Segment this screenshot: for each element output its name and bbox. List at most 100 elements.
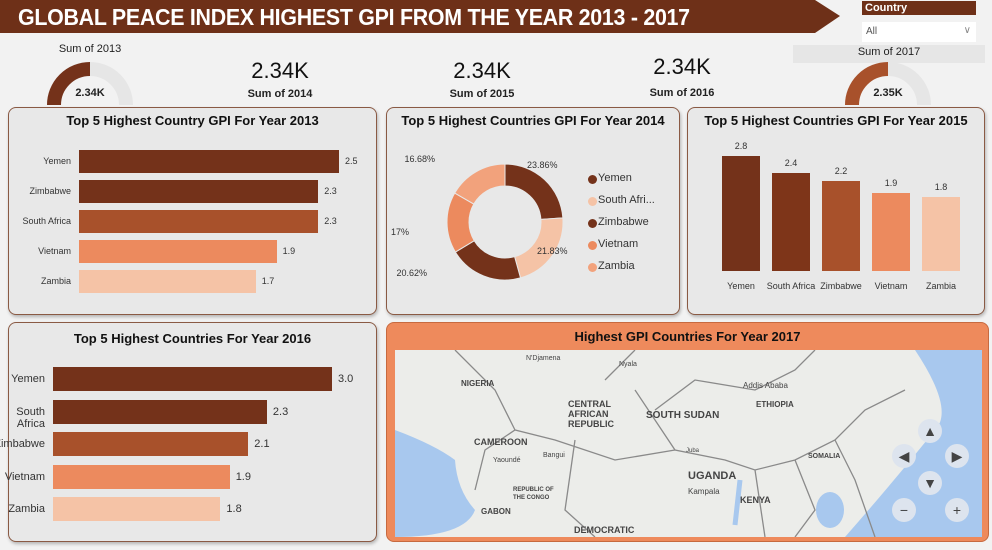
map-label: KENYA — [740, 495, 771, 505]
kpi-2017-header — [793, 45, 985, 63]
data-label: 2.4 — [784, 157, 798, 168]
category-label: Yemen — [43, 155, 71, 166]
header-banner: GLOBAL PEACE INDEX HIGHEST GPI FROM THE … — [0, 0, 840, 33]
legend-marker — [588, 175, 597, 184]
bar-zambia — [79, 270, 256, 293]
data-label: 1.9 — [282, 245, 296, 256]
bar-vietnam — [53, 464, 230, 489]
zoom-in-icon[interactable]: + — [945, 498, 969, 522]
pan-up-icon[interactable]: ▲ — [918, 419, 942, 443]
legend-item: Zimbabwe — [598, 216, 649, 228]
data-label: 1.9 — [884, 178, 898, 189]
map-label: CENTRAL — [568, 399, 611, 409]
chart-title: Top 5 Highest Countries GPI For Year 201… — [401, 113, 665, 128]
map-label: CAMEROON — [474, 437, 528, 447]
data-label: 2.8 — [734, 141, 748, 152]
category-label: Zambia — [40, 275, 71, 286]
slice-yemen — [504, 163, 564, 220]
data-label: 1.7 — [261, 275, 275, 286]
data-label: 2.3 — [324, 215, 337, 226]
chart-2013-card: Top 5 Highest Country GPI For Year 2013 Y… — [8, 107, 377, 315]
map-title: Highest GPI Countries For Year 2017 — [574, 329, 801, 344]
legend-item: Vietnam — [598, 238, 639, 250]
map-label: Yaoundé — [493, 457, 521, 464]
category-label: Zambia — [925, 281, 956, 291]
data-label: 21.83% — [537, 246, 568, 256]
category-label: South Africa — [16, 405, 45, 430]
map-label: REPUBLIC OF — [513, 487, 554, 493]
map-card: Highest GPI Countries For Year 2017 N'Dj… — [386, 322, 989, 542]
category-label: South Africa — [22, 215, 71, 226]
map-label: ETHIOPIA — [756, 400, 794, 409]
map-label: SOMALIA — [808, 453, 840, 460]
category-label: Vietnam — [874, 281, 908, 291]
data-label: 2.3 — [324, 185, 337, 196]
chart-2014-card: Top 5 Highest Countries GPI For Year 201… — [386, 107, 680, 315]
map-label: Bangui — [543, 452, 565, 459]
kpi-2016-value: 2.34K — [653, 54, 711, 79]
map-label: UGANDA — [688, 470, 736, 482]
donut-chart: 23.86% 21.83% 20.62% 17% 16.68% — [391, 154, 568, 281]
map-canvas[interactable]: N'DjamenaNyalaNIGERIACENTRALAFRICANREPUB… — [395, 350, 982, 537]
data-label: 17% — [391, 227, 409, 237]
bar-vietnam — [79, 240, 277, 263]
data-label: 2.2 — [834, 165, 848, 176]
legend-marker — [588, 197, 597, 206]
category-label: Zimbabwe — [820, 281, 862, 291]
legend-item: Zambia — [598, 260, 635, 272]
category-label: Yemen — [11, 373, 45, 385]
map-label: N'Djamena — [526, 355, 561, 362]
map-label: REPUBLIC — [568, 419, 615, 429]
map-label: DEMOCRATIC — [574, 525, 635, 535]
map-label: NIGERIA — [461, 379, 495, 388]
kpi-2014-value: 2.34K — [251, 58, 309, 83]
gauge-fill — [47, 62, 91, 105]
slicer-selected-value: All — [866, 26, 878, 37]
bar-yemen — [722, 156, 760, 271]
category-label: Vietnam — [38, 245, 71, 256]
data-label: 23.86% — [527, 160, 558, 170]
map-label: AFRICAN — [568, 409, 609, 419]
map-label: Juba — [686, 448, 700, 454]
chart-title: Top 5 Highest Countries For Year 2016 — [73, 331, 312, 346]
pan-right-icon[interactable]: ▶ — [945, 444, 969, 468]
gauge-fill — [845, 62, 889, 105]
legend-marker — [588, 241, 597, 250]
category-label: Zimbabwe — [0, 438, 45, 450]
bar-zimbabwe — [53, 432, 249, 456]
legend-item: South Afri... — [598, 194, 655, 206]
kpi-2014-label: Sum of 2014 — [247, 88, 313, 100]
bar-south-africa — [53, 399, 267, 424]
kpi-2013-gauge — [47, 62, 133, 105]
category-label: Zimbabwe — [29, 185, 71, 196]
legend-marker — [588, 219, 597, 228]
data-label: 16.68% — [404, 154, 435, 164]
bar-zambia — [922, 197, 960, 271]
category-label: Vietnam — [4, 470, 45, 483]
chevron-down-icon: ∨ — [963, 25, 971, 36]
kpi-2013-value: 2.34K — [75, 87, 105, 99]
kpi-2015-value: 2.34K — [453, 58, 511, 83]
country-slicer-dropdown[interactable]: All ∨ — [862, 22, 976, 42]
kpi-2017-gauge — [845, 62, 931, 105]
data-label: 20.62% — [396, 268, 427, 278]
data-label: 2.3 — [272, 405, 289, 418]
map-label: THE CONGO — [513, 495, 550, 501]
map-label: Addis Ababa — [743, 381, 788, 390]
bar-yemen — [53, 367, 332, 391]
kpi-2013-label: Sum of 2013 — [58, 43, 122, 55]
category-label: Yemen — [727, 281, 755, 291]
chart-title: Top 5 Highest Country GPI For Year 2013 — [66, 113, 319, 128]
map-label: SOUTH SUDAN — [646, 410, 719, 421]
data-label: 1.9 — [235, 470, 251, 483]
kpi-2017-value: 2.35K — [873, 87, 903, 99]
zoom-out-icon[interactable]: − — [892, 498, 916, 522]
bar-zimbabwe — [822, 180, 860, 271]
pan-down-icon[interactable]: ▼ — [918, 471, 942, 495]
data-label: 1.8 — [226, 503, 242, 515]
kpi-2015-label: Sum of 2015 — [449, 88, 515, 100]
data-label: 3.0 — [338, 373, 354, 385]
map-label: Nyala — [619, 361, 637, 368]
pan-left-icon[interactable]: ◀ — [892, 444, 916, 468]
page-title: GLOBAL PEACE INDEX HIGHEST GPI FROM THE … — [18, 4, 690, 30]
